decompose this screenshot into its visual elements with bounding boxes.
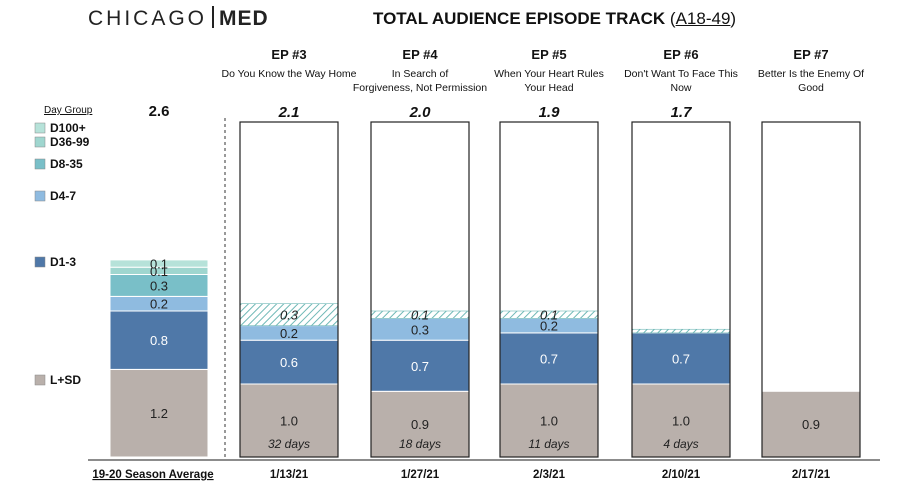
legend-label-d8: D8-35 (50, 157, 83, 171)
logo-chicago: CHICAGO (88, 7, 208, 30)
episode-label: EP #7 (793, 47, 828, 62)
x-tick-label: 19-20 Season Average (92, 469, 213, 481)
bar-segment-proj (631, 328, 731, 334)
bar-frame (499, 121, 599, 458)
chart-title-main: TOTAL AUDIENCE EPISODE TRACK (373, 9, 666, 28)
legend-swatch-d1 (34, 256, 46, 268)
x-tick-label: 1/13/21 (270, 469, 309, 481)
episode-subtitle-line1: When Your Heart Rules (494, 68, 604, 80)
bar-frame (370, 121, 470, 458)
bar-segment-lsd (239, 383, 339, 458)
legend-swatch-d36 (34, 136, 46, 148)
show-logo: CHICAGO MED (88, 6, 269, 31)
logo-divider (212, 6, 215, 28)
bar-segment-d1 (109, 310, 209, 370)
episode-label: EP #6 (663, 47, 698, 62)
bar-value-label: 0.1 (540, 308, 558, 323)
bar-value-label: 0.7 (411, 359, 429, 374)
bar-total-label: 2.6 (149, 103, 170, 120)
legend-swatch-lsd (34, 374, 46, 386)
bar-value-label: 0.3 (280, 308, 299, 323)
days-since-label: 11 days (528, 437, 569, 451)
bar-value-label: 0.3 (411, 322, 429, 337)
bar-value-label: 0.9 (411, 417, 429, 432)
episode-subtitle-line2: Now (670, 82, 691, 94)
legend-label-lsd: L+SD (50, 373, 81, 387)
days-since-label: 4 days (663, 437, 698, 451)
episode-subtitle-line1: In Search of (392, 68, 449, 80)
bar-value-label: 0.8 (150, 333, 168, 348)
episode-label: EP #3 (271, 47, 306, 62)
chart-title-demo: A18-49 (675, 9, 731, 28)
bar-value-label: 1.0 (672, 414, 690, 429)
episode-subtitle-line2: Your Head (524, 82, 573, 94)
legend-swatch-d8 (34, 158, 46, 170)
bar-value-label: 0.7 (540, 351, 558, 366)
bar-value-label: 0.1 (411, 308, 429, 323)
bar-frame (239, 121, 339, 458)
episode-label: EP #4 (402, 47, 438, 62)
chart-title-close: ) (730, 9, 737, 28)
bar-frame (761, 121, 861, 458)
episode-subtitle-line1: Do You Know the Way Home (221, 68, 356, 80)
legend-label-d1: D1-3 (50, 255, 76, 269)
bar-value-label: 1.2 (150, 406, 168, 421)
bar-value-label: 0.2 (540, 319, 558, 334)
x-tick-label: 2/17/21 (792, 469, 831, 481)
episode-subtitle-line2: Good (798, 82, 824, 94)
days-since-label: 32 days (268, 437, 310, 451)
bar-segment-lsd (370, 390, 470, 458)
bar-frame (631, 121, 731, 458)
bar-value-label: 1.0 (540, 414, 558, 429)
bar-value-label: 0.7 (672, 351, 690, 366)
bar-total-label: 1.9 (539, 104, 561, 121)
x-tick-label: 2/3/21 (533, 469, 566, 481)
episode-label: EP #5 (531, 47, 566, 62)
x-tick-label: 1/27/21 (401, 469, 440, 481)
bar-value-label: 0.3 (150, 278, 168, 293)
legend-title: Day Group (44, 105, 93, 116)
chart-title-open: ( (669, 9, 676, 28)
bar-value-label: 0.1 (150, 257, 168, 272)
legend-label-d4: D4-7 (50, 189, 76, 203)
bar-value-label: 0.2 (150, 297, 168, 312)
x-tick-label: 2/10/21 (662, 469, 701, 481)
bar-value-label: 1.0 (280, 414, 298, 429)
bar-total-label: 2.0 (409, 104, 432, 121)
bar-segment-d100 (109, 259, 209, 268)
episode-subtitle-line1: Better Is the Enemy Of (758, 68, 864, 80)
bar-total-label: 2.1 (278, 104, 300, 121)
bar-total-label: 1.7 (671, 104, 693, 121)
episode-subtitle-line1: Don't Want To Face This (624, 68, 738, 80)
legend-swatch-d100 (34, 122, 46, 134)
bar-value-label: 0.2 (280, 326, 298, 341)
bar-value-label: 0.6 (280, 355, 298, 370)
bar-segment-lsd (631, 383, 731, 458)
bar-segment-lsd (499, 383, 599, 458)
episode-subtitle-line2: Forgiveness, Not Permission (353, 82, 487, 94)
legend-label-d36: D36-99 (50, 135, 90, 149)
legend-swatch-d4 (34, 190, 46, 202)
bar-segment-d1 (499, 332, 599, 385)
days-since-label: 18 days (399, 437, 441, 451)
bar-segment-lsd (761, 390, 861, 458)
bar-segment-d1 (370, 339, 470, 392)
legend-label-d100: D100+ (50, 121, 86, 135)
logo-med: MED (219, 7, 269, 30)
chart-title: TOTAL AUDIENCE EPISODE TRACK (A18-49) (373, 9, 736, 29)
bar-value-label: 0.9 (802, 417, 820, 432)
